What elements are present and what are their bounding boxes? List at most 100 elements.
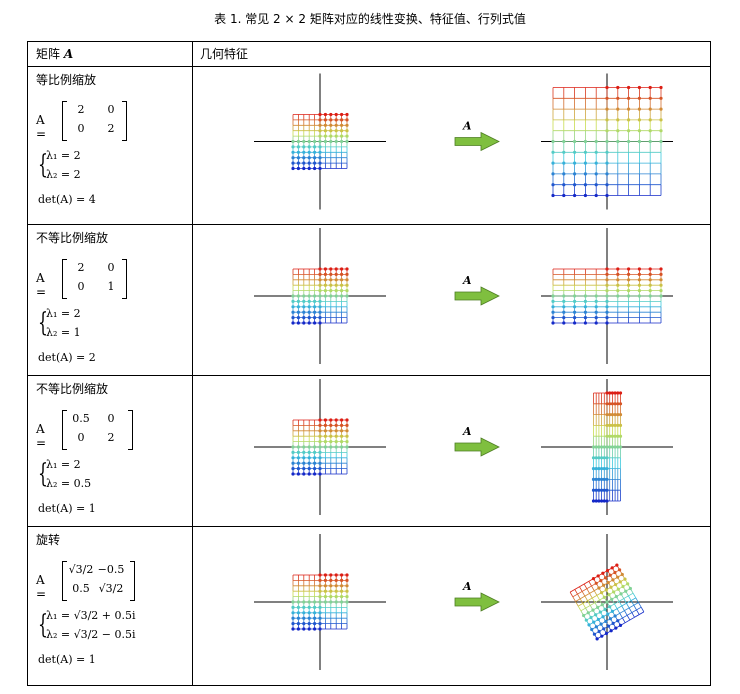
grid-point <box>307 461 311 465</box>
grid-point <box>605 310 609 314</box>
grid-point <box>583 316 587 320</box>
grid-point <box>597 445 601 449</box>
grid-point <box>611 621 615 626</box>
grid-point <box>345 283 349 287</box>
grid-point <box>318 456 322 460</box>
grid-point <box>345 134 349 138</box>
grid-point <box>323 584 327 588</box>
transformed-grid <box>591 391 623 503</box>
grid-point <box>291 467 295 471</box>
grid-point <box>659 267 663 271</box>
grid-point <box>584 618 588 622</box>
row-title: 旋转 <box>36 533 61 547</box>
grid-point <box>605 321 609 325</box>
grid-point <box>562 150 566 154</box>
grid-point <box>340 278 344 282</box>
matrix-label: A = <box>36 271 47 299</box>
grid-point <box>313 294 317 298</box>
grid-point <box>594 467 598 471</box>
grid-point <box>659 129 663 133</box>
grid-point <box>340 600 344 604</box>
grid-point <box>318 611 322 615</box>
grid-point <box>318 294 322 298</box>
grid-point <box>323 429 327 433</box>
grid-point <box>340 289 344 293</box>
grid-point <box>291 305 295 309</box>
grid-point <box>291 445 295 449</box>
eigenvalue-2: λ₂ = 1 <box>46 326 81 339</box>
eigenvalue-1: λ₁ = √3/2 + 0.5i <box>46 609 136 622</box>
grid-point <box>616 434 620 438</box>
grid-point <box>594 488 598 492</box>
grid-point <box>291 310 295 314</box>
grid-point <box>302 321 306 325</box>
grid-point <box>573 305 577 309</box>
grid-point <box>601 571 605 575</box>
grid-point <box>551 183 555 187</box>
grid-point <box>613 434 617 438</box>
grid-point <box>551 193 555 198</box>
grid-point <box>323 123 327 127</box>
grid-line <box>619 613 623 619</box>
grid-point <box>608 413 612 417</box>
grid-point <box>313 600 317 604</box>
grid-point <box>637 118 641 122</box>
grid-point <box>605 294 609 298</box>
grid-point <box>600 603 604 607</box>
grid-point <box>616 85 620 90</box>
grid-point <box>291 316 295 320</box>
grid-point <box>318 134 322 138</box>
grid-point <box>587 623 591 627</box>
grid-point <box>291 611 295 615</box>
header-matrix-symbol: A <box>63 47 74 61</box>
grid-point <box>307 316 311 320</box>
grid-point <box>591 456 596 460</box>
grid-point <box>340 429 344 433</box>
grid-point <box>637 272 641 276</box>
original-grid <box>291 573 349 631</box>
grid-point <box>551 161 555 165</box>
grid-point <box>594 321 598 325</box>
grid-point <box>296 627 300 631</box>
grid-line <box>581 591 586 597</box>
grid-point <box>296 166 300 171</box>
grid-point <box>583 161 587 165</box>
grid-point <box>296 139 300 144</box>
transform-arrow <box>454 437 500 457</box>
grid-point <box>597 586 601 590</box>
grid-point <box>345 278 349 282</box>
grid-point <box>329 600 333 604</box>
grid-point <box>291 456 295 460</box>
grid-point <box>648 96 652 100</box>
grid-point <box>291 616 295 620</box>
grid-point <box>591 467 596 471</box>
grid-point <box>313 139 317 144</box>
grid-point <box>637 96 641 100</box>
grid-point <box>302 616 306 620</box>
grid-point <box>318 150 322 154</box>
transform-illustration: A <box>254 534 673 670</box>
grid-point <box>594 456 598 460</box>
left-bracket <box>62 259 67 299</box>
grid-point <box>302 156 306 160</box>
matrix-row: 不等比例缩放 A = 2 0 0 1 { λ₁ = 2 λ₂ = 1 det(A… <box>28 225 712 375</box>
grid-point <box>329 434 333 438</box>
grid-point <box>594 193 598 198</box>
grid-line <box>575 601 579 607</box>
grid-point <box>605 193 609 198</box>
brace: { <box>38 308 48 338</box>
grid-line <box>638 602 642 608</box>
left-bracket <box>62 410 67 450</box>
grid-point <box>659 283 663 287</box>
grid-point <box>627 272 631 276</box>
grid-point <box>586 611 590 615</box>
grid-line <box>632 592 637 599</box>
grid-point <box>648 289 652 293</box>
grid-line <box>621 605 625 611</box>
grid-point <box>302 622 306 626</box>
grid-point <box>313 461 317 465</box>
grid-point <box>608 434 612 438</box>
grid-point <box>616 402 620 406</box>
grid-point <box>334 589 338 593</box>
grid-point <box>562 294 566 298</box>
